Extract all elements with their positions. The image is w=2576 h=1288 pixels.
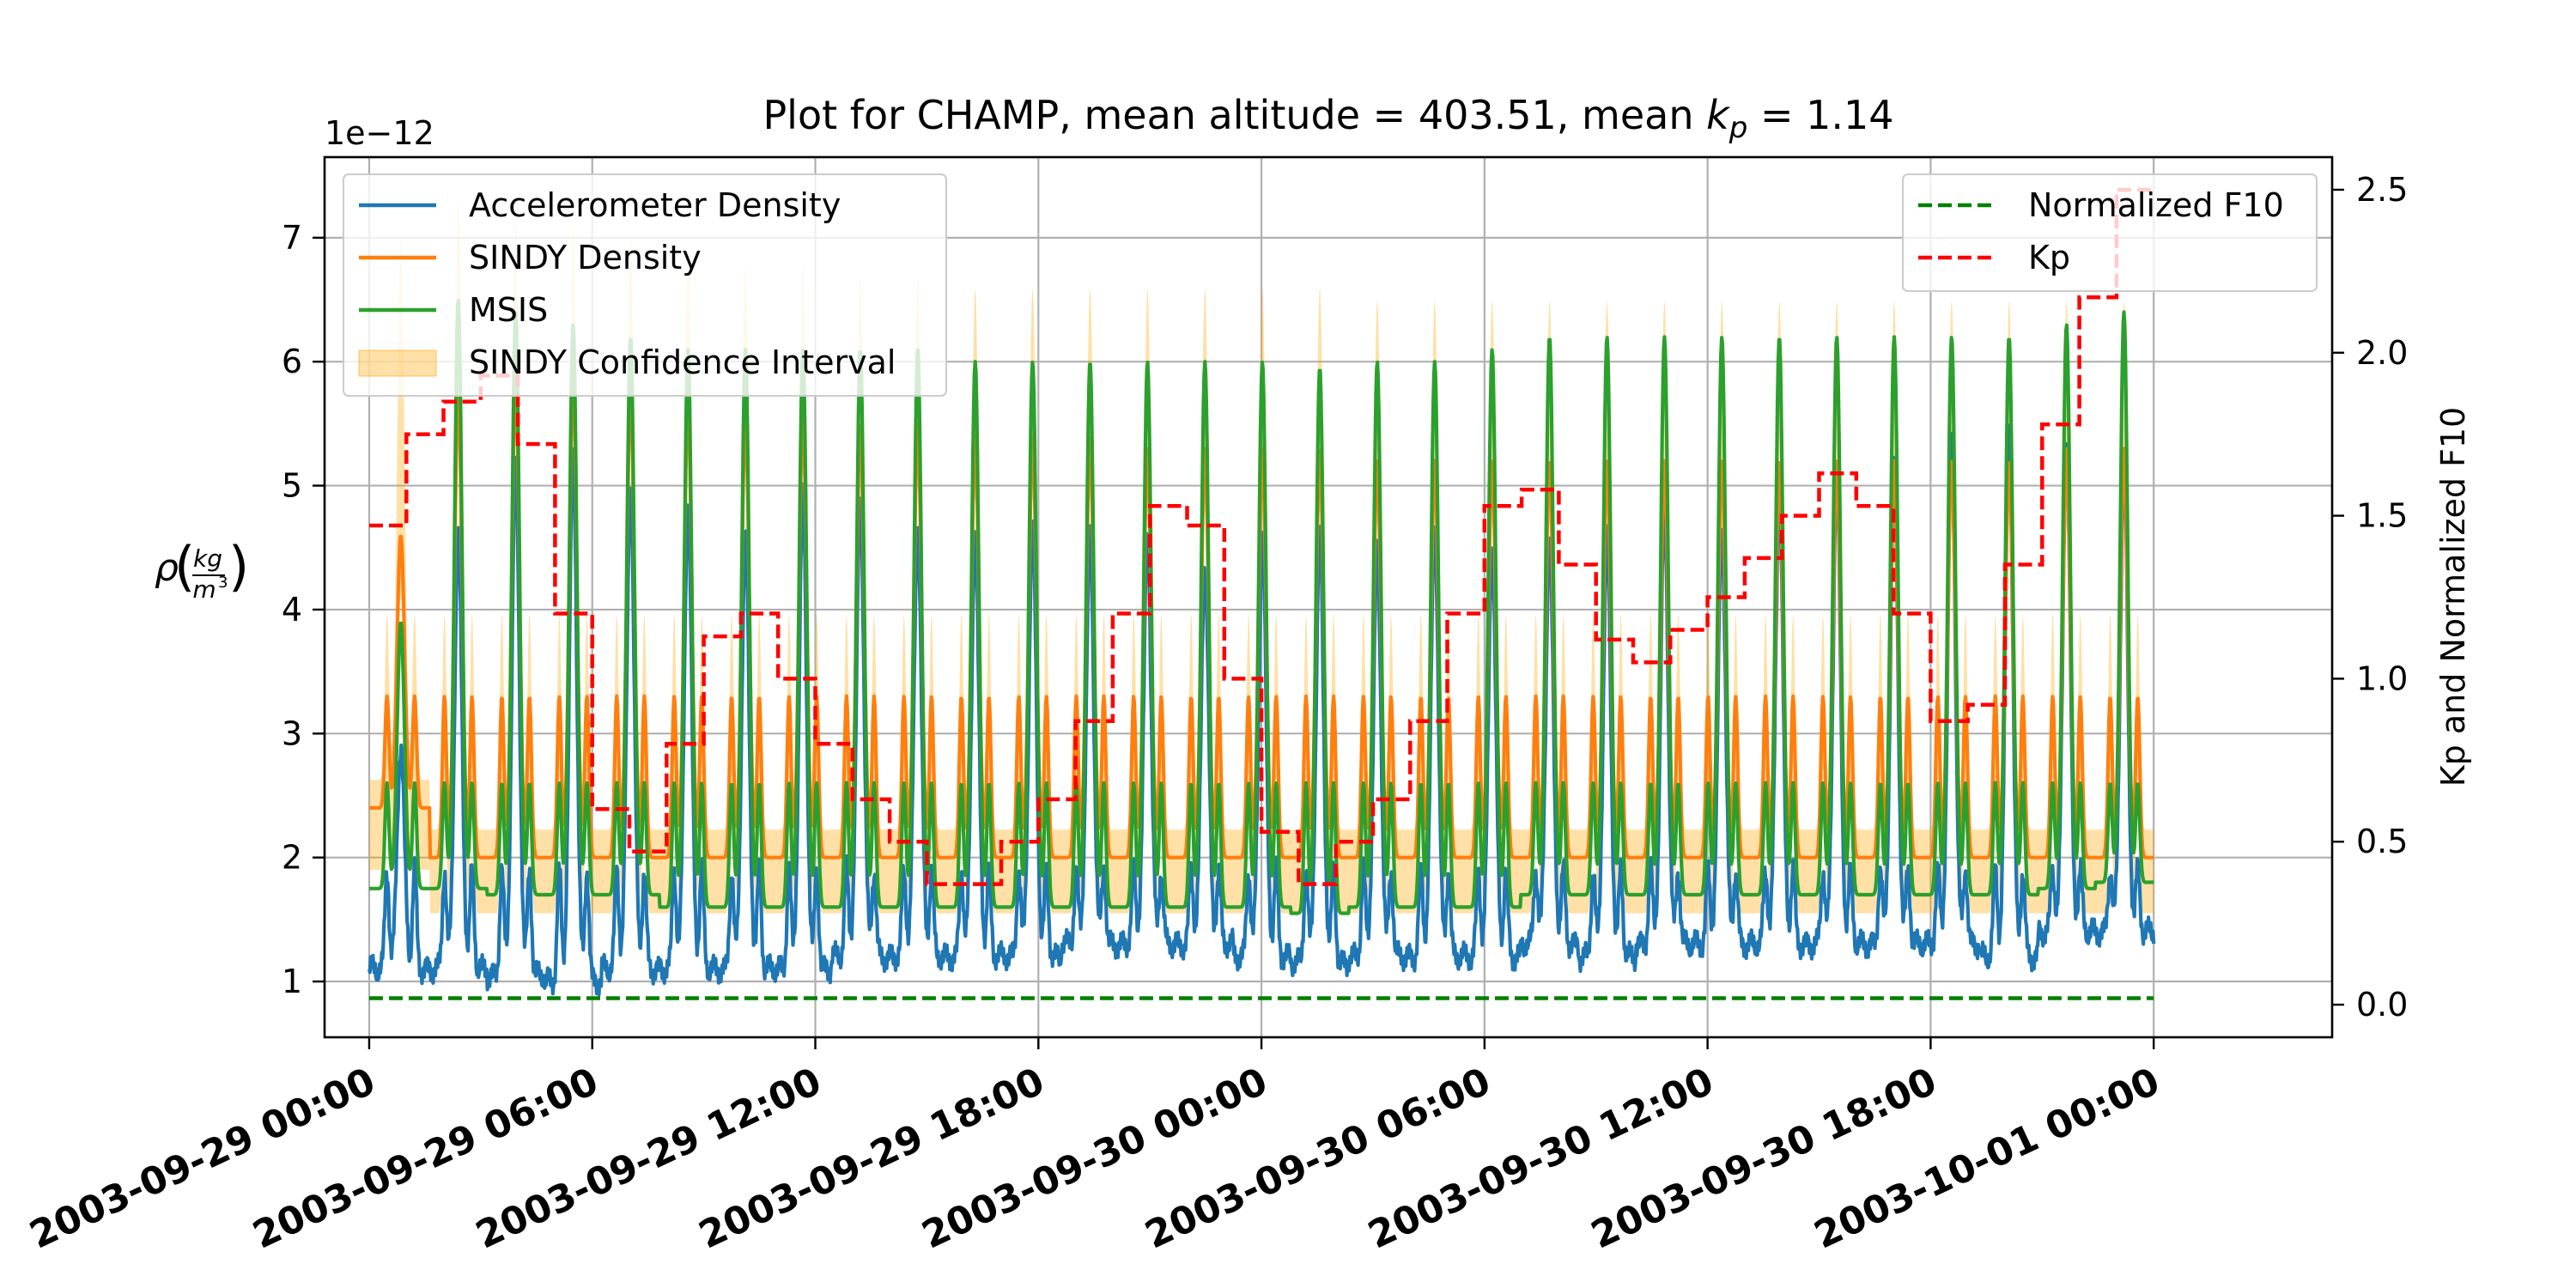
- legend-entry-label: SINDY Confidence Interval: [469, 343, 896, 381]
- y-tick-label-left: 2: [282, 839, 302, 877]
- y-tick-label-left: 6: [282, 343, 302, 380]
- legend-left: Accelerometer Density SINDY Density MSIS SI…: [343, 173, 947, 397]
- y-tick-label-right: 1.5: [2356, 497, 2408, 535]
- legend-swatch: [358, 349, 437, 377]
- series-accelerometer-density: [367, 423, 2156, 997]
- y-tick-label-left: 7: [282, 219, 302, 257]
- y-tick-label-right: 1.0: [2356, 659, 2408, 697]
- y-tick-label-left: 3: [282, 714, 302, 752]
- y-axis-left-label: ρ ( kg m 3 ): [155, 535, 249, 604]
- legend-entry-label: Accelerometer Density: [469, 186, 841, 224]
- svg-text:(: (: [174, 535, 195, 598]
- y-tick-label-right: 0.0: [2356, 986, 2408, 1024]
- series-kp: [369, 187, 2154, 886]
- svg-text:m: m: [192, 575, 216, 604]
- plot-frame: [323, 155, 2334, 1039]
- legend-entry-label: Kp: [2028, 239, 2070, 276]
- y-tick-label-right: 2.0: [2356, 334, 2408, 372]
- series-msis: [368, 298, 2155, 915]
- y-tick-label-right: 2.5: [2356, 171, 2408, 209]
- y-tick-label-left: 4: [282, 591, 302, 629]
- chart-title: Plot for CHAMP, mean altitude = 403.51, …: [762, 92, 1893, 145]
- y-offset-label: 1e−12: [325, 114, 434, 152]
- legend-entry-label: SINDY Density: [469, 239, 702, 276]
- y-tick-label-right: 0.5: [2356, 823, 2408, 860]
- y-tick-label-left: 5: [282, 467, 302, 505]
- legend-entry-label: MSIS: [469, 291, 548, 329]
- legend-right: Normalized F10 Kp: [1902, 173, 2318, 292]
- y-axis-right-label: Kp and Normalized F10: [2434, 407, 2472, 787]
- y-tick-label-left: 1: [282, 963, 302, 1000]
- svg-text:): ): [228, 535, 249, 598]
- legend-box: [343, 173, 947, 397]
- svg-text:ρ: ρ: [155, 546, 179, 590]
- svg-text:3: 3: [218, 574, 228, 592]
- legend-box: [1902, 173, 2318, 292]
- svg-text:kg: kg: [193, 544, 222, 573]
- series-lines-layer: [367, 187, 2156, 1000]
- legend-entry-label: Normalized F10: [2028, 186, 2284, 224]
